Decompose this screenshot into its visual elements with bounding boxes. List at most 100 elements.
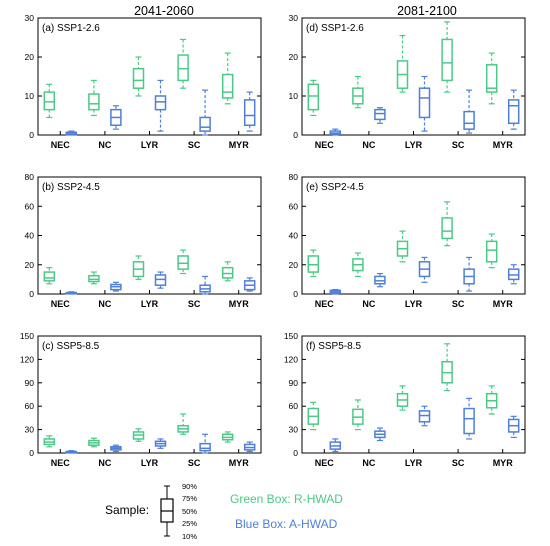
panels-group: 0 10 20 30 (a) SSP1-2.6 NEC NC LYR SC MYR 0 10 20 30 (… — [20, 13, 526, 468]
y-tick-label: 90 — [25, 378, 35, 388]
box-green-NEC — [307, 401, 320, 431]
box-blue-LYR — [154, 271, 167, 289]
y-tick-label: 120 — [284, 354, 298, 364]
box-blue-NC — [110, 105, 122, 130]
box-body — [221, 73, 234, 99]
legend-pct-25: 25% — [182, 519, 197, 528]
box-green-SC — [177, 413, 189, 435]
x-tick-label: NC — [362, 458, 375, 468]
box-body — [154, 95, 167, 111]
box-green-LYR — [396, 385, 409, 411]
box-blue-NC — [110, 444, 122, 453]
y-tick-label: 60 — [25, 201, 35, 211]
panel-label: (a) SSP1-2.6 — [42, 23, 100, 34]
box-blue-NEC — [65, 291, 78, 295]
box-body — [507, 99, 520, 125]
legend-pct-10: 10% — [182, 532, 197, 541]
box-blue-LYR — [154, 438, 167, 449]
box-body — [463, 110, 475, 130]
x-tick-label: NC — [98, 458, 111, 468]
x-tick-label: SC — [188, 458, 201, 468]
box-blue-NC — [374, 272, 386, 288]
box-body — [132, 67, 145, 89]
y-tick-label: 10 — [289, 91, 299, 101]
box-body — [441, 38, 453, 82]
box-blue-MYR — [243, 277, 256, 292]
y-tick-label: 150 — [20, 331, 34, 341]
box-blue-NEC — [329, 438, 342, 453]
box-green-SC — [441, 201, 453, 247]
box-green-MYR — [485, 233, 498, 269]
x-tick-label: MYR — [229, 458, 250, 468]
y-tick-label: 30 — [25, 425, 35, 435]
y-tick-label: 0 — [293, 448, 298, 458]
x-tick-label: NEC — [51, 458, 71, 468]
y-tick-label: 120 — [20, 354, 34, 364]
box-green-MYR — [221, 52, 234, 105]
y-tick-label: 20 — [25, 52, 35, 62]
y-tick-label: 40 — [289, 231, 299, 241]
y-tick-label: 10 — [25, 91, 35, 101]
box-blue-LYR — [418, 75, 431, 132]
x-tick-label: NEC — [315, 140, 335, 150]
box-green-NEC — [43, 83, 56, 119]
x-tick-label: LYR — [141, 140, 159, 150]
x-tick-label: LYR — [141, 299, 159, 309]
plot-frame — [37, 17, 262, 136]
box-green-MYR — [485, 385, 498, 415]
box-green-NC — [352, 399, 364, 431]
x-tick-label: NC — [98, 299, 111, 309]
box-blue-LYR — [154, 79, 167, 132]
panel-1: 0 10 20 30 (a) SSP1-2.6 NEC NC LYR SC MYR — [25, 13, 262, 150]
plot-frame — [37, 176, 262, 295]
legend-pct-50: 50% — [182, 507, 197, 516]
box-blue-SC — [199, 89, 211, 136]
x-tick-label: MYR — [493, 458, 514, 468]
panel-4: 0 20 40 60 80 (e) SSP2-4.5 NEC NC LYR SC MYR — [289, 172, 526, 309]
x-tick-label: NEC — [51, 140, 71, 150]
box-green-NC — [88, 271, 100, 285]
y-tick-label: 0 — [29, 289, 34, 299]
box-body — [418, 410, 431, 423]
x-tick-label: LYR — [141, 458, 159, 468]
box-green-NC — [352, 252, 364, 278]
y-tick-label: 20 — [289, 260, 299, 270]
y-tick-label: 0 — [293, 289, 298, 299]
box-body — [307, 83, 320, 111]
box-blue-SC — [463, 397, 475, 440]
box-body — [43, 271, 56, 282]
box-green-LYR — [132, 56, 145, 97]
x-tick-label: NEC — [315, 299, 335, 309]
x-tick-label: SC — [452, 458, 465, 468]
legend-blue-text: Blue Box: A-HWAD — [235, 517, 338, 531]
box-green-LYR — [132, 428, 145, 442]
legend: Sample: 90% 75% 50% 25% 10% Green Box: R… — [105, 482, 343, 541]
y-tick-label: 0 — [293, 130, 298, 140]
box-green-SC — [441, 343, 453, 392]
box-green-LYR — [396, 34, 409, 93]
y-tick-label: 30 — [289, 13, 299, 23]
box-green-NEC — [43, 267, 56, 285]
panel-label: (c) SSP5-8.5 — [42, 341, 100, 352]
box-green-LYR — [396, 230, 409, 263]
box-blue-SC — [199, 275, 211, 295]
x-tick-label: NEC — [315, 458, 335, 468]
legend-sample-label: Sample: — [105, 503, 149, 517]
y-tick-label: 20 — [289, 52, 299, 62]
box-blue-LYR — [418, 256, 431, 283]
y-tick-label: 60 — [289, 201, 299, 211]
box-blue-NEC — [65, 130, 78, 136]
legend-pct-90: 90% — [182, 482, 197, 491]
y-tick-label: 60 — [25, 401, 35, 411]
y-tick-label: 0 — [29, 130, 34, 140]
y-tick-label: 90 — [289, 378, 299, 388]
box-blue-SC — [463, 89, 475, 134]
panel-6: 0 30 60 90 120 150 (f) SSP5-8.5 NEC NC LYR SC MYR — [284, 331, 526, 468]
panel-label: (e) SSP2-4.5 — [306, 182, 364, 193]
x-tick-label: MYR — [493, 299, 514, 309]
box-body — [441, 217, 453, 240]
y-tick-label: 80 — [289, 172, 299, 182]
box-blue-LYR — [418, 405, 431, 427]
y-tick-label: 40 — [25, 231, 35, 241]
